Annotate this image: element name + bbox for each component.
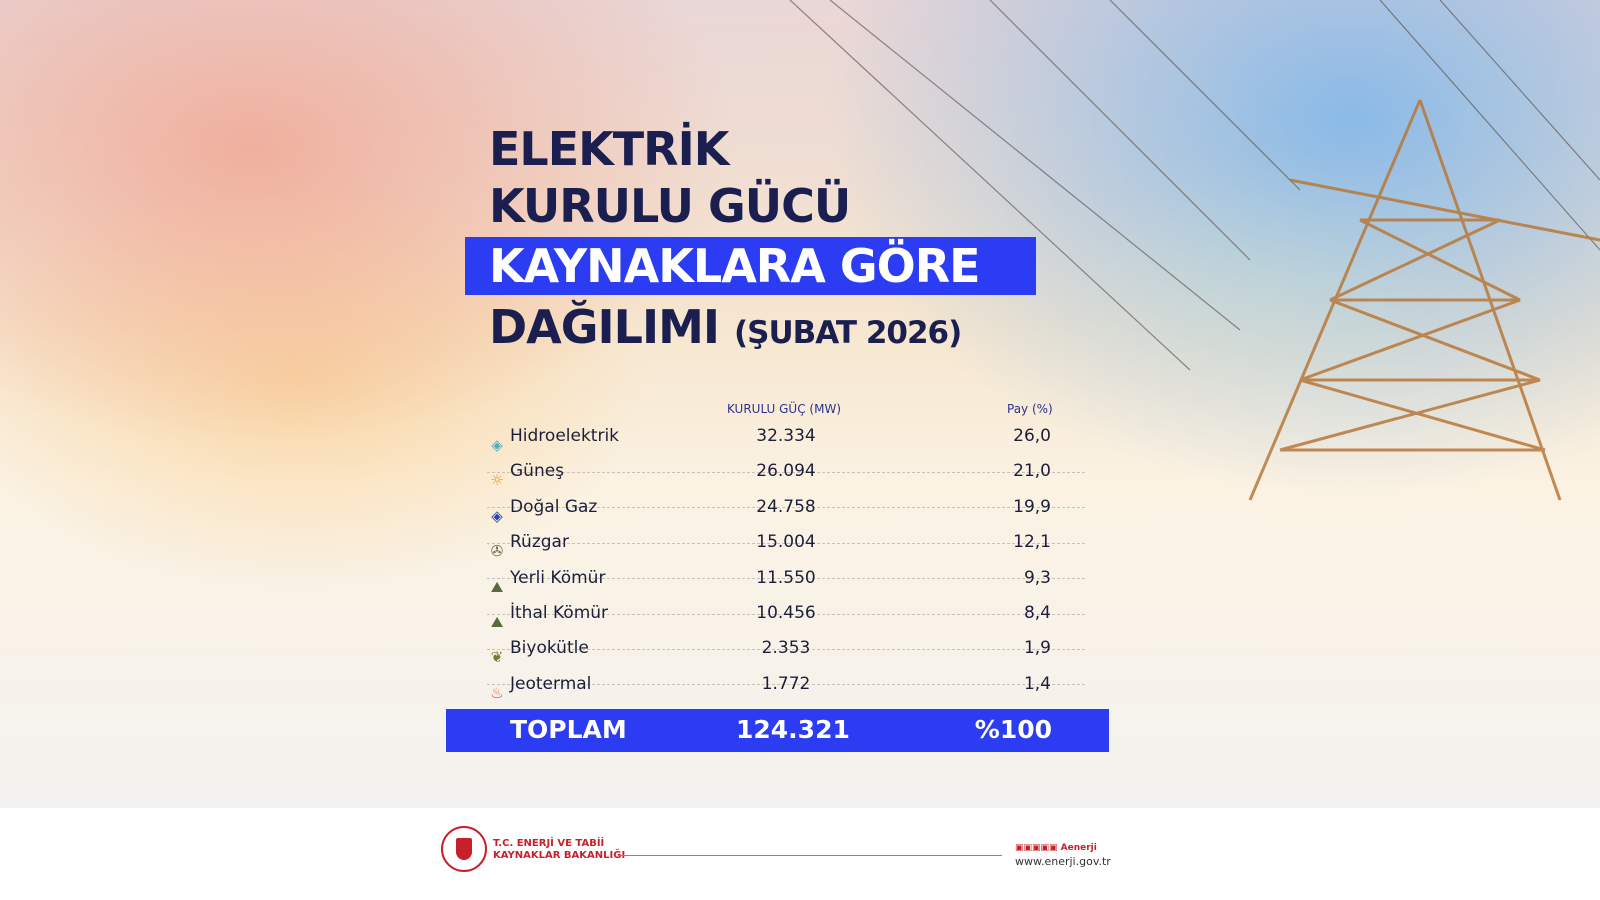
sky-background (0, 0, 1600, 808)
installed-mw: 2.353 (761, 638, 811, 659)
source-name: Doğal Gaz (510, 496, 598, 517)
total-pay: %100 (974, 715, 1052, 744)
share-percent: 19,9 (1013, 496, 1051, 517)
total-row: TOPLAM 124.321 %100 (446, 709, 1109, 752)
column-header-pay: Pay (%) (1007, 402, 1053, 416)
title-line-2: KURULU GÜCÜ (489, 179, 851, 233)
table-row: ◈ Hidroelektrik 32.334 26,0 (487, 426, 1085, 473)
source-name: Güneş (510, 461, 565, 482)
coal-icon: ⛰ (490, 613, 504, 631)
share-percent: 21,0 (1013, 461, 1051, 482)
total-label: TOPLAM (510, 715, 627, 744)
wind-turbine-icon: ✇ (490, 542, 504, 561)
share-percent: 8,4 (1023, 603, 1051, 623)
table-row: ☼ Güneş 26.094 21,0 (487, 461, 1085, 509)
share-percent: 26,0 (1013, 426, 1051, 446)
gas-flame-icon: ◈ (491, 506, 503, 525)
share-percent: 1,4 (1023, 673, 1051, 694)
total-mw: 124.321 (736, 715, 850, 744)
title-line-4: DAĞILIMI (489, 300, 720, 354)
table-row: ◈ Doğal Gaz 24.758 19,9 (487, 497, 1085, 544)
org-name-line-2: KAYNAKLAR BAKANLIĞI (493, 850, 626, 861)
source-name: İthal Kömür (510, 603, 609, 623)
installed-mw: 26.094 (756, 461, 816, 482)
installed-mw: 11.550 (756, 567, 816, 588)
social-handle[interactable]: ▣▣▣▣▣ Aenerji (1015, 843, 1097, 853)
title-period: (ŞUBAT 2026) (734, 315, 962, 351)
geothermal-icon: ♨ (490, 683, 504, 702)
title-line-3: KAYNAKLARA GÖRE (489, 239, 981, 293)
share-percent: 9,3 (1023, 567, 1051, 588)
source-name: Rüzgar (510, 532, 569, 553)
title-highlight-band: KAYNAKLARA GÖRE (465, 237, 1036, 295)
ministry-logo (441, 826, 487, 872)
source-name: Biyokütle (510, 638, 589, 659)
table-row: ❦ Biyokütle 2.353 1,9 (487, 638, 1085, 686)
title-line-1: ELEKTRİK (489, 122, 729, 176)
table-row: ⛰ Yerli Kömür 11.550 9,3 (487, 568, 1085, 615)
sun-icon: ☼ (490, 471, 504, 490)
org-name-line-1: T.C. ENERJİ VE TABİİ (493, 838, 605, 849)
water-drop-icon: ◈ (491, 436, 503, 454)
share-percent: 12,1 (1013, 532, 1051, 553)
source-name: Yerli Kömür (510, 567, 606, 588)
column-header-mw: KURULU GÜÇ (MW) (727, 402, 841, 416)
coal-icon: ⛰ (490, 577, 504, 596)
table-row: ⛰ İthal Kömür 10.456 8,4 (487, 603, 1085, 650)
installed-mw: 15.004 (756, 532, 816, 553)
installed-mw: 24.758 (756, 496, 816, 517)
biomass-icon: ❦ (490, 648, 504, 667)
power-tower-illustration (789, 0, 1600, 501)
footer-divider (618, 855, 1002, 856)
share-percent: 1,9 (1023, 638, 1051, 659)
source-name: Hidroelektrik (510, 426, 620, 446)
installed-mw: 32.334 (756, 426, 816, 446)
website-link[interactable]: www.enerji.gov.tr (1015, 855, 1111, 868)
source-name: Jeotermal (510, 673, 592, 694)
installed-mw: 10.456 (756, 603, 816, 623)
table-row: ✇ Rüzgar 15.004 12,1 (487, 532, 1085, 580)
footer (0, 808, 1600, 900)
installed-mw: 1.772 (761, 673, 811, 694)
